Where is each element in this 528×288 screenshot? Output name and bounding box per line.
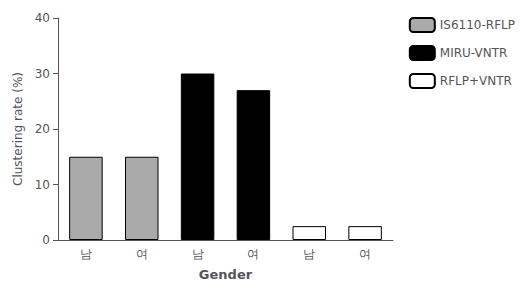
svg-text:40: 40 [35, 11, 50, 25]
svg-text:남: 남 [192, 247, 204, 261]
svg-text:남: 남 [303, 247, 315, 261]
svg-text:20: 20 [35, 122, 50, 136]
svg-text:30: 30 [35, 67, 50, 81]
svg-text:MIRU-VNTR: MIRU-VNTR [440, 46, 508, 60]
svg-text:여: 여 [359, 247, 371, 261]
svg-text:10: 10 [35, 178, 50, 192]
svg-text:Gender: Gender [199, 267, 253, 282]
svg-text:여: 여 [136, 247, 148, 261]
svg-text:0: 0 [42, 233, 50, 247]
svg-text:Clustering rate (%): Clustering rate (%) [11, 72, 25, 186]
svg-text:남: 남 [80, 247, 92, 261]
svg-text:RFLP+VNTR: RFLP+VNTR [440, 74, 512, 88]
svg-text:IS6110-RFLP: IS6110-RFLP [440, 18, 515, 32]
svg-text:여: 여 [247, 247, 259, 261]
